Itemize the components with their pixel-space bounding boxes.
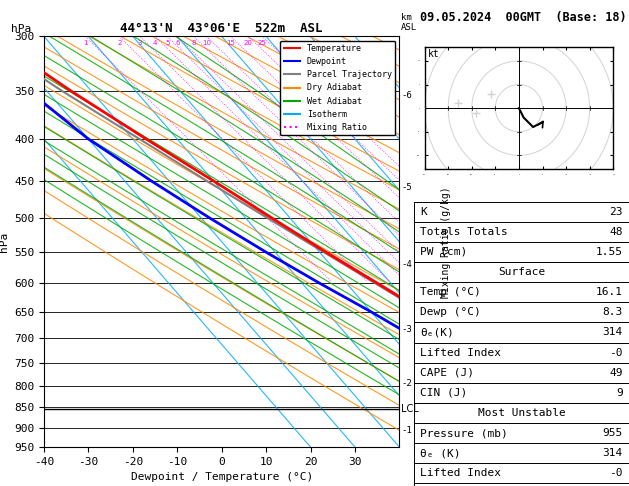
Text: 8: 8: [191, 40, 196, 46]
Text: CAPE (J): CAPE (J): [420, 368, 474, 378]
Title: 44°13'N  43°06'E  522m  ASL: 44°13'N 43°06'E 522m ASL: [121, 22, 323, 35]
Text: Mixing Ratio (g/kg): Mixing Ratio (g/kg): [441, 186, 450, 297]
Text: Most Unstable: Most Unstable: [477, 408, 565, 418]
Text: θₑ (K): θₑ (K): [420, 448, 461, 458]
Text: kt: kt: [428, 49, 440, 59]
Text: 4: 4: [153, 40, 157, 46]
Text: Dewp (°C): Dewp (°C): [420, 307, 481, 317]
Y-axis label: hPa: hPa: [0, 232, 9, 252]
Text: 314: 314: [603, 448, 623, 458]
Text: 15: 15: [226, 40, 235, 46]
Text: 10: 10: [202, 40, 211, 46]
Text: 1: 1: [84, 40, 88, 46]
Text: Lifted Index: Lifted Index: [420, 347, 501, 358]
Text: km
ASL: km ASL: [401, 13, 417, 33]
Text: LCL: LCL: [401, 404, 419, 414]
Text: θₑ(K): θₑ(K): [420, 328, 454, 337]
Text: -2: -2: [401, 379, 412, 388]
Text: -0: -0: [609, 469, 623, 478]
Legend: Temperature, Dewpoint, Parcel Trajectory, Dry Adiabat, Wet Adiabat, Isotherm, Mi: Temperature, Dewpoint, Parcel Trajectory…: [281, 41, 395, 135]
Text: 48: 48: [609, 227, 623, 237]
Text: 2: 2: [117, 40, 121, 46]
Text: 3: 3: [138, 40, 142, 46]
Text: Lifted Index: Lifted Index: [420, 469, 501, 478]
Text: K: K: [420, 207, 427, 217]
Text: hPa: hPa: [11, 24, 31, 35]
Text: 9: 9: [616, 388, 623, 398]
Text: 23: 23: [609, 207, 623, 217]
Text: -6: -6: [401, 91, 412, 100]
Text: PW (cm): PW (cm): [420, 247, 467, 257]
Text: 09.05.2024  00GMT  (Base: 18): 09.05.2024 00GMT (Base: 18): [420, 11, 626, 24]
Text: 314: 314: [603, 328, 623, 337]
Text: 1.55: 1.55: [596, 247, 623, 257]
Text: Pressure (mb): Pressure (mb): [420, 428, 508, 438]
Text: 16.1: 16.1: [596, 287, 623, 297]
Text: 25: 25: [258, 40, 267, 46]
Text: -0: -0: [609, 347, 623, 358]
Text: 20: 20: [244, 40, 253, 46]
Text: Totals Totals: Totals Totals: [420, 227, 508, 237]
Text: Temp (°C): Temp (°C): [420, 287, 481, 297]
Text: 49: 49: [609, 368, 623, 378]
Text: Surface: Surface: [498, 267, 545, 277]
Text: 5: 5: [165, 40, 169, 46]
Text: 6: 6: [175, 40, 179, 46]
X-axis label: Dewpoint / Temperature (°C): Dewpoint / Temperature (°C): [131, 472, 313, 483]
Text: -5: -5: [401, 183, 412, 191]
Text: 955: 955: [603, 428, 623, 438]
Text: -1: -1: [401, 426, 412, 435]
Text: 8.3: 8.3: [603, 307, 623, 317]
Text: CIN (J): CIN (J): [420, 388, 467, 398]
Text: -4: -4: [401, 260, 412, 269]
Text: -3: -3: [401, 325, 412, 334]
